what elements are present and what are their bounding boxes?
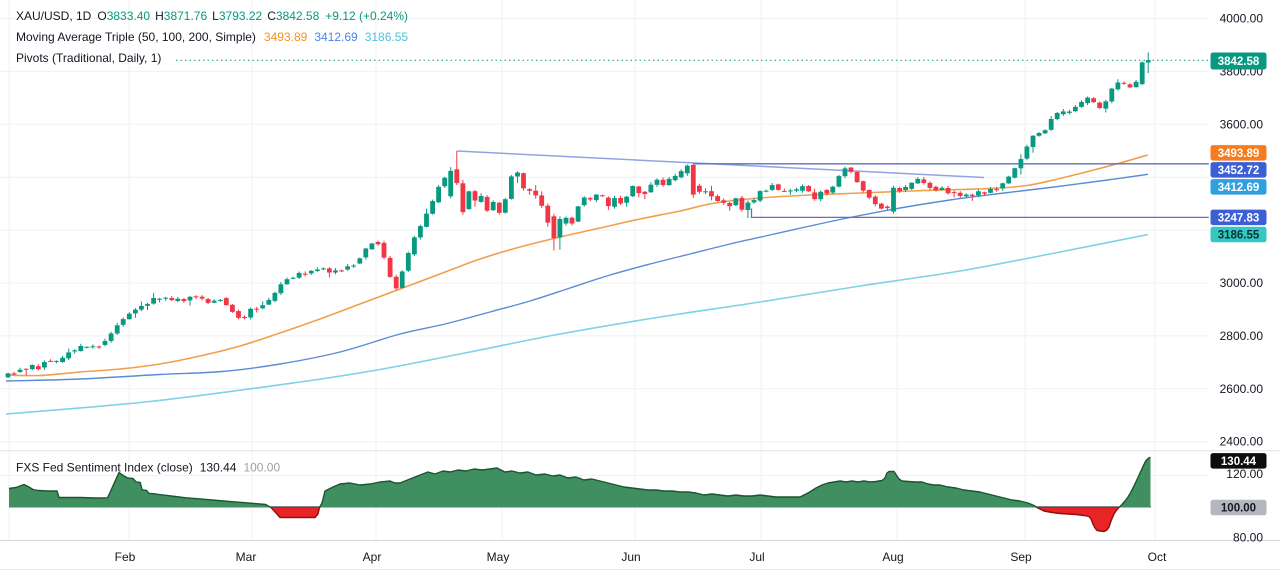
svg-text:Jun: Jun xyxy=(621,550,640,564)
svg-text:Oct: Oct xyxy=(1148,550,1167,564)
svg-text:Aug: Aug xyxy=(882,550,903,564)
svg-text:Pivots (Traditional, Daily, 1): Pivots (Traditional, Daily, 1) xyxy=(16,51,161,65)
svg-text:2600.00: 2600.00 xyxy=(1220,382,1264,396)
svg-text:Feb: Feb xyxy=(115,550,136,564)
svg-text:100.00: 100.00 xyxy=(1221,503,1256,515)
svg-text:Sep: Sep xyxy=(1010,550,1032,564)
svg-text:Moving Average Triple (50, 100: Moving Average Triple (50, 100, 200, Sim… xyxy=(16,30,408,44)
svg-text:Mar: Mar xyxy=(236,550,257,564)
svg-text:FXS Fed Sentiment Index (close: FXS Fed Sentiment Index (close) 130.44 100… xyxy=(16,461,280,475)
svg-text:Jul: Jul xyxy=(749,550,764,564)
svg-text:3186.55: 3186.55 xyxy=(1218,230,1260,242)
svg-text:3247.83: 3247.83 xyxy=(1218,212,1260,224)
svg-text:3452.72: 3452.72 xyxy=(1218,165,1260,177)
svg-text:2800.00: 2800.00 xyxy=(1220,329,1264,343)
svg-text:3000.00: 3000.00 xyxy=(1220,276,1264,290)
svg-text:80.00: 80.00 xyxy=(1233,531,1263,545)
svg-text:May: May xyxy=(487,550,510,564)
svg-text:3842.58: 3842.58 xyxy=(1218,56,1260,68)
svg-text:3600.00: 3600.00 xyxy=(1220,117,1264,131)
svg-text:120.00: 120.00 xyxy=(1226,467,1263,481)
svg-text:Apr: Apr xyxy=(363,550,382,564)
svg-text:3493.89: 3493.89 xyxy=(1218,148,1260,160)
svg-text:4000.00: 4000.00 xyxy=(1220,12,1264,26)
svg-text:130.44: 130.44 xyxy=(1221,456,1257,468)
svg-text:3412.69: 3412.69 xyxy=(1218,182,1260,194)
svg-text:2400.00: 2400.00 xyxy=(1220,435,1264,449)
